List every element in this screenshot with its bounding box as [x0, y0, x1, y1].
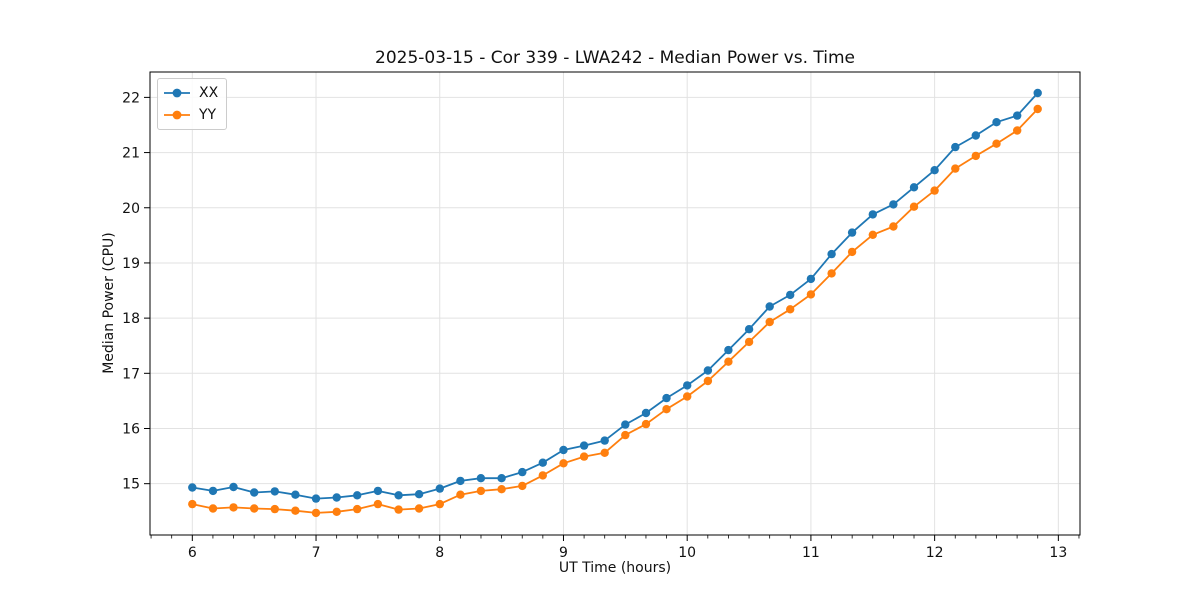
- y-axis-label: Median Power (CPU): [101, 232, 117, 374]
- svg-text:16: 16: [122, 421, 140, 437]
- legend-item-xx: XX: [164, 83, 218, 103]
- svg-text:8: 8: [435, 545, 444, 561]
- x-axis-label: UT Time (hours): [558, 560, 672, 576]
- svg-text:7: 7: [312, 545, 321, 561]
- yy-series-marker-icon: [164, 110, 190, 120]
- svg-text:21: 21: [122, 146, 140, 162]
- svg-text:10: 10: [678, 545, 696, 561]
- svg-text:20: 20: [122, 201, 140, 217]
- legend-label-xx: XX: [199, 85, 219, 101]
- svg-text:22: 22: [122, 90, 140, 106]
- svg-text:12: 12: [926, 545, 944, 561]
- legend-label-yy: YY: [199, 107, 217, 123]
- svg-text:19: 19: [122, 256, 140, 272]
- legend: XX YY: [157, 78, 228, 130]
- svg-text:17: 17: [122, 366, 140, 382]
- svg-text:13: 13: [1049, 545, 1067, 561]
- svg-text:6: 6: [188, 545, 197, 561]
- chart-title: 2025-03-15 - Cor 339 - LWA242 - Median P…: [375, 48, 855, 68]
- svg-text:11: 11: [802, 545, 820, 561]
- svg-text:18: 18: [122, 311, 140, 327]
- xx-series-marker-icon: [164, 88, 190, 98]
- svg-text:9: 9: [559, 545, 568, 561]
- svg-text:15: 15: [122, 477, 140, 493]
- legend-item-yy: YY: [164, 105, 218, 125]
